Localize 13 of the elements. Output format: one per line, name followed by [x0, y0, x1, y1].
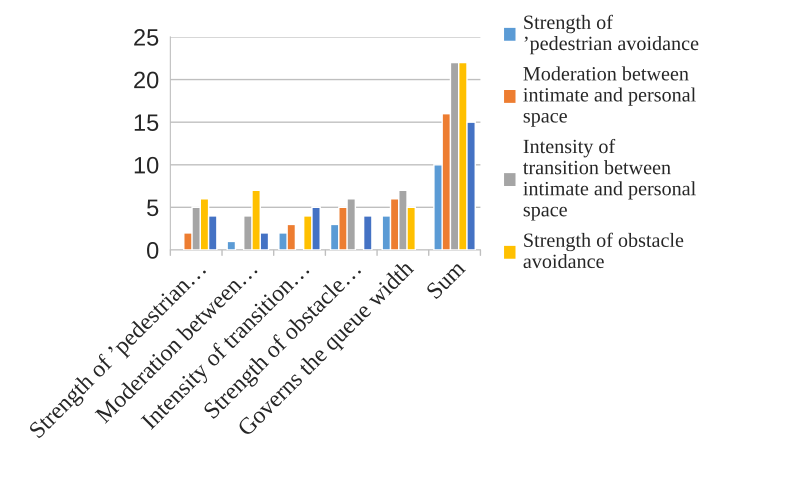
- y-tick-label: 0: [147, 242, 158, 259]
- y-tick-label: 10: [134, 156, 158, 174]
- y-tick-label: 5: [147, 200, 158, 216]
- x-tick-label: Sum: [426, 259, 466, 300]
- y-tick-label: 15: [134, 114, 158, 131]
- y-tick-label: 25: [134, 29, 158, 46]
- legend-label: Strength of ’pedestrian avoidance: [524, 14, 698, 54]
- legend-label: Intensity of transition between intimate and personal space: [523, 138, 696, 221]
- y-tick-label: 20: [134, 72, 158, 88]
- legend-label: Moderation between intimate and personal space: [523, 66, 696, 127]
- legend-label: Strength of obstacle avoidance: [524, 232, 684, 268]
- bar: [362, 215, 373, 250]
- bar: [226, 240, 236, 250]
